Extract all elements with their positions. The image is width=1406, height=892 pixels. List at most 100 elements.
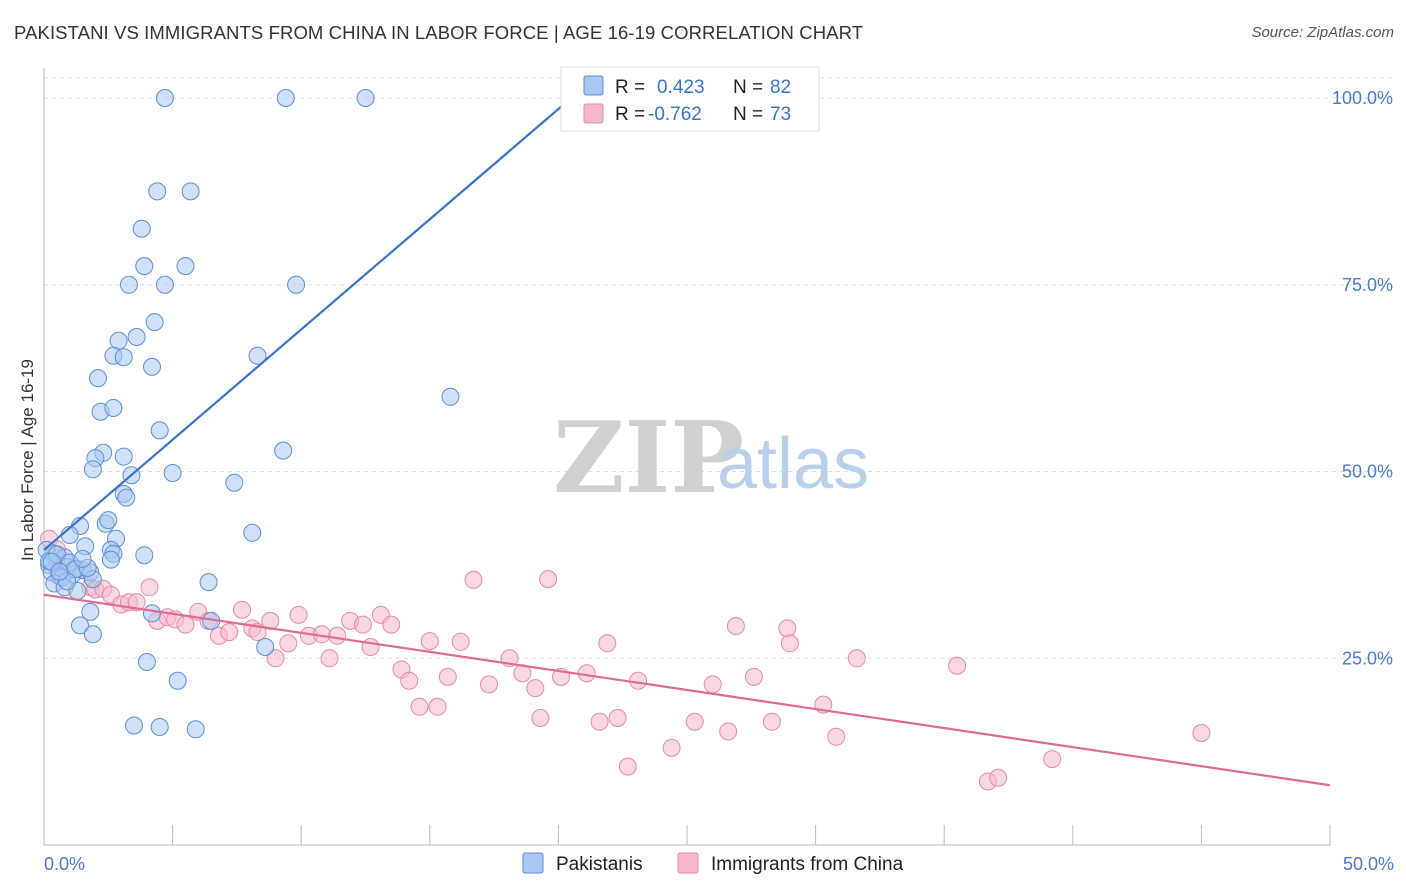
legend-item-pakistanis[interactable]: Pakistanis: [522, 852, 643, 875]
pakistani-point-68: [168, 671, 187, 690]
axes: [43, 68, 1331, 846]
grid-lines: [44, 77, 1394, 659]
pakistani-point-16: [248, 346, 267, 365]
stats-n-label-2: N =: [733, 104, 763, 125]
china-point-56: [685, 712, 704, 731]
china-point-52: [608, 709, 627, 727]
pakistani-point-67: [137, 653, 156, 671]
pakistani-point-81: [50, 562, 69, 581]
pakistani-point-10: [287, 275, 306, 294]
pakistani-point-26: [83, 460, 102, 479]
china-point-58: [719, 722, 738, 741]
pakistani-point-3: [148, 182, 167, 201]
chart-title: PAKISTANI VS IMMIGRANTS FROM CHINA IN LA…: [14, 22, 864, 43]
china-point-59: [726, 617, 745, 636]
pakistani-point-13: [145, 313, 164, 332]
china-point-67: [948, 656, 967, 675]
legend-label-pakistanis: Pakistanis: [556, 854, 643, 875]
china-point-13: [176, 615, 195, 634]
pakistani-point-29: [274, 441, 293, 460]
watermark: ZIP atlas: [553, 401, 869, 516]
pakistani-point-21: [104, 399, 123, 417]
pakistani-point-32: [117, 488, 136, 507]
pakistani-point-71: [186, 720, 205, 739]
pakistani-point-45: [101, 550, 120, 569]
china-point-35: [400, 671, 419, 690]
legend-swatch-china: [677, 852, 699, 874]
pakistani-point-15: [114, 348, 133, 367]
y-tick-label-50: 50.0%: [1342, 462, 1393, 482]
china-point-60: [744, 667, 763, 686]
stats-swatch-pakistanis: [583, 75, 604, 96]
china-point-55: [662, 738, 681, 757]
stats-r-label-2: R =: [615, 104, 645, 125]
x-axis-labels: 0.0% 50.0%: [44, 854, 1394, 874]
legend-item-china[interactable]: Immigrants from China: [677, 852, 904, 875]
pakistani-point-59: [199, 573, 218, 592]
stats-swatch-china: [583, 103, 604, 124]
china-point-53: [618, 757, 637, 776]
pakistani-point-22: [150, 421, 169, 440]
pakistani-point-66: [256, 638, 275, 656]
china-point-63: [780, 634, 799, 653]
china-point-9: [140, 578, 159, 597]
china-point-51: [598, 634, 617, 653]
stats-r-label-1: R =: [615, 77, 645, 98]
stats-n-value-1: 82: [770, 77, 791, 98]
pakistani-point-18: [89, 369, 107, 388]
china-point-36: [410, 697, 429, 716]
pakistani-point-2: [356, 89, 375, 107]
china-point-65: [827, 727, 846, 746]
china-point-62: [778, 619, 797, 638]
legend-swatch-pakistanis: [522, 852, 544, 874]
china-point-21: [261, 611, 280, 630]
china-point-41: [464, 570, 483, 589]
legend: Pakistanis Immigrants from China: [522, 852, 904, 875]
china-point-17: [220, 623, 239, 642]
pakistani-point-1: [276, 89, 295, 107]
y-tick-label-100: 100.0%: [1332, 88, 1393, 108]
pakistani-points: [37, 89, 460, 739]
china-point-54: [629, 671, 648, 690]
pakistani-point-5: [132, 219, 151, 238]
china-point-40: [451, 632, 470, 651]
x-tick-label-max: 50.0%: [1343, 854, 1394, 874]
pakistani-point-30: [225, 473, 244, 492]
china-point-46: [531, 709, 550, 727]
china-point-27: [320, 649, 339, 668]
pakistani-point-69: [125, 716, 143, 735]
pakistani-point-61: [81, 602, 100, 621]
pakistani-point-38: [243, 523, 262, 542]
pakistani-point-6: [135, 257, 154, 276]
pakistani-point-64: [83, 625, 102, 644]
china-point-31: [361, 638, 380, 656]
pakistani-point-62: [143, 604, 161, 623]
china-point-38: [428, 697, 447, 716]
x-tick-label-min: 0.0%: [44, 854, 85, 874]
pakistani-point-24: [114, 447, 133, 466]
china-point-24: [289, 605, 308, 624]
pakistani-point-17: [143, 357, 161, 376]
y-tick-label-25: 25.0%: [1342, 648, 1393, 668]
pakistani-point-44: [135, 546, 154, 565]
stats-n-label-1: N =: [733, 77, 763, 98]
stats-box: R = 0.423 N = 82 R = -0.762 N = 73: [560, 66, 820, 132]
watermark-atlas: atlas: [717, 424, 869, 504]
china-point-28: [328, 626, 347, 645]
pakistani-point-19: [441, 387, 460, 406]
y-axis-label: In Labor Force | Age 16-19: [18, 359, 37, 561]
pakistani-point-28: [163, 464, 182, 482]
pakistani-point-8: [119, 275, 138, 294]
china-point-50: [590, 712, 609, 731]
pakistani-point-80: [73, 549, 92, 568]
china-point-37: [420, 632, 439, 651]
pakistani-trend-line: [43, 97, 572, 551]
stats-r-value-2: -0.762: [648, 104, 702, 125]
pakistani-point-12: [127, 328, 146, 346]
stats-n-value-2: 73: [770, 104, 791, 125]
stats-r-value-1: 0.423: [657, 77, 705, 98]
china-point-22: [266, 649, 285, 668]
pakistani-point-0: [155, 89, 174, 107]
watermark-zip: ZIP: [553, 401, 744, 516]
